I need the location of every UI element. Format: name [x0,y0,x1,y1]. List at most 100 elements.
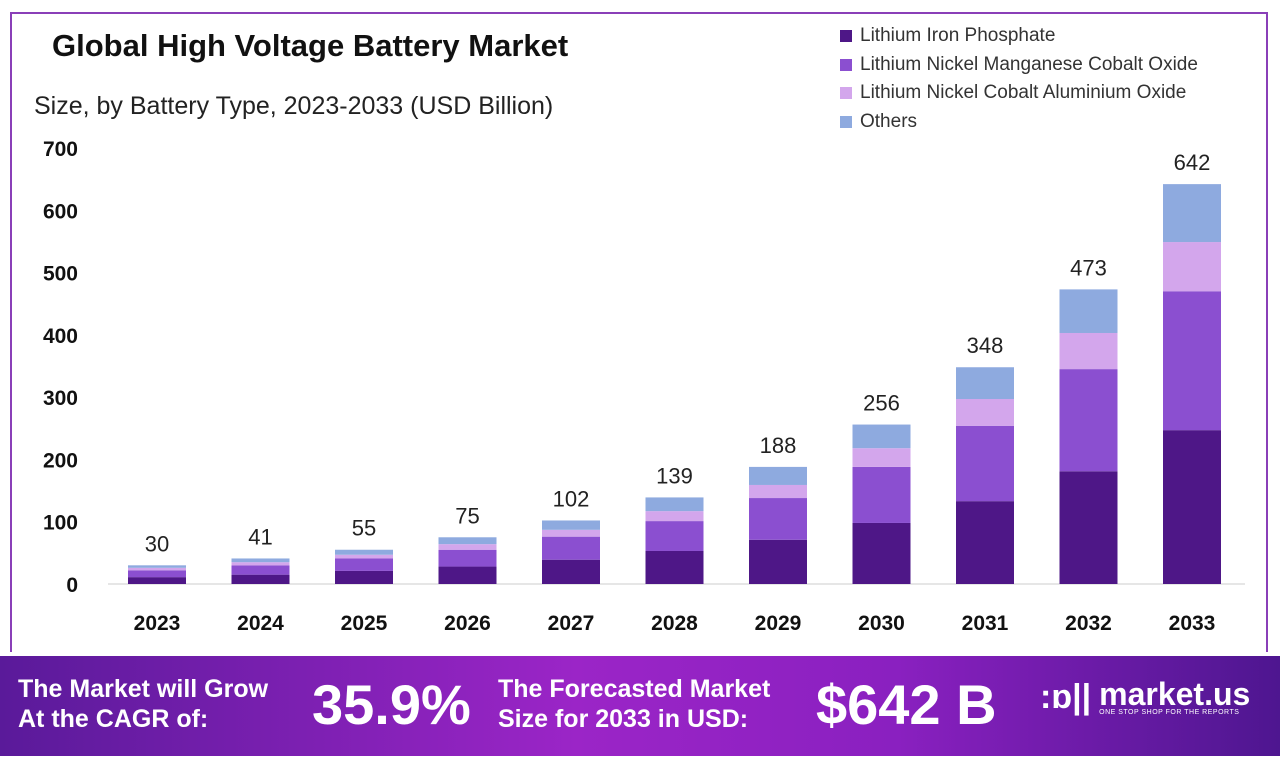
forecast-value: $642 B [816,673,997,736]
bar-segment-lithium-nickel-cobalt-aluminium-oxide [542,529,600,537]
bar-segment-lithium-nickel-cobalt-aluminium-oxide [956,399,1014,426]
chart-frame [10,12,1268,652]
bar-segment-lithium-iron-phosphate [542,559,600,584]
legend-label: Lithium Iron Phosphate [860,25,1056,47]
bar-total-label: 75 [455,503,479,528]
y-tick-label: 600 [43,200,78,223]
brand-tagline: ONE STOP SHOP FOR THE REPORTS [1099,709,1240,716]
bar-segment-lithium-nickel-manganese-cobalt-oxide [128,570,186,578]
x-tick-label: 2023 [134,612,181,635]
bar-segment-lithium-nickel-manganese-cobalt-oxide [1163,291,1221,431]
bar-segment-lithium-iron-phosphate [231,574,290,584]
bar-segment-others [231,558,290,563]
bar-segment-lithium-iron-phosphate [956,501,1014,584]
market-us-logo-icon: :ɒ|| [1040,678,1092,716]
y-tick-label: 0 [66,574,78,597]
x-tick-label: 2031 [962,612,1009,635]
legend: Lithium Iron Phosphate Lithium Nickel Man… [840,22,1198,136]
bar-segment-lithium-nickel-cobalt-aluminium-oxide [1163,242,1221,292]
summary-banner: The Market will Grow At the CAGR of: 35.… [0,656,1280,756]
bar-segment-lithium-iron-phosphate [1059,471,1118,584]
bar-segment-lithium-nickel-manganese-cobalt-oxide [231,565,290,575]
bar-segment-lithium-iron-phosphate [128,577,186,584]
y-tick-label: 400 [43,325,78,348]
bar-total-label: 30 [145,531,169,556]
bar-total-label: 41 [248,524,272,549]
bar-segment-lithium-nickel-manganese-cobalt-oxide [852,466,911,523]
bar-segment-others [128,565,186,568]
legend-item: Lithium Iron Phosphate [840,22,1198,51]
bar-total-label: 642 [1174,150,1211,175]
bar-segment-lithium-nickel-manganese-cobalt-oxide [749,498,807,540]
cagr-label-line2: At the CAGR of: [18,705,209,733]
legend-item: Others [840,108,1198,137]
cagr-label-line1: The Market will Grow [18,675,269,703]
bar-total-label: 139 [656,463,693,488]
forecast-label-line2: Size for 2033 in USD: [498,705,749,733]
bar-segment-others [1163,184,1221,243]
x-tick-label: 2032 [1065,612,1112,635]
bar-segment-others [335,549,393,555]
brand-name: market.us [1099,676,1251,712]
bar-segment-lithium-nickel-cobalt-aluminium-oxide [852,448,911,467]
legend-swatch [840,30,852,43]
stacked-bar-chart: 0 100 200 300 400 500 600 700 30 2023 41 2024 55 2025… [43,138,1245,635]
cagr-label: The Market will Grow At the CAGR of: [18,674,268,734]
bar-segment-lithium-nickel-manganese-cobalt-oxide [542,536,600,560]
legend-item: Lithium Nickel Cobalt Aluminium Oxide [840,79,1198,108]
legend-label: Others [860,110,918,132]
bar-segment-lithium-nickel-manganese-cobalt-oxide [645,521,704,551]
x-tick-label: 2027 [548,612,595,635]
bar-total-label: 55 [352,516,376,541]
bar-total-label: 188 [760,433,797,458]
bar-segment-others [956,367,1014,400]
cagr-value: 35.9% [312,673,471,736]
bar-total-label: 348 [967,333,1004,358]
bar-segment-lithium-nickel-cobalt-aluminium-oxide [438,544,497,550]
y-tick-label: 500 [43,263,78,286]
bar-segment-lithium-iron-phosphate [852,522,911,584]
y-tick-label: 300 [43,387,78,410]
bar-segment-others [438,537,497,545]
bar-segment-lithium-nickel-cobalt-aluminium-oxide [231,562,290,566]
y-tick-label: 200 [43,449,78,472]
bar-segment-lithium-nickel-cobalt-aluminium-oxide [128,567,186,571]
legend-swatch [840,58,852,71]
bar-segment-others [542,520,600,530]
bar-segment-lithium-nickel-cobalt-aluminium-oxide [645,511,704,522]
bar-segment-others [645,497,704,512]
legend-swatch [840,87,852,100]
bar-total-label: 473 [1070,255,1107,280]
bar-segment-lithium-nickel-manganese-cobalt-oxide [1059,369,1118,472]
bar-total-label: 102 [553,486,590,511]
legend-label: Lithium Nickel Cobalt Aluminium Oxide [860,82,1187,104]
x-tick-label: 2026 [444,612,491,635]
forecast-label-line1: The Forecasted Market [498,675,771,703]
x-tick-label: 2030 [858,612,905,635]
bar-segment-others [1059,289,1118,333]
bar-segment-lithium-nickel-cobalt-aluminium-oxide [1059,332,1118,370]
bar-segment-lithium-nickel-cobalt-aluminium-oxide [749,484,807,499]
y-tick-label: 700 [43,138,78,161]
bar-segment-lithium-nickel-manganese-cobalt-oxide [438,549,497,567]
x-tick-label: 2029 [755,612,802,635]
y-tick-label: 100 [43,512,78,535]
legend-item: Lithium Nickel Manganese Cobalt Oxide [840,51,1198,80]
bar-segment-lithium-iron-phosphate [645,550,704,584]
x-tick-label: 2024 [237,612,284,635]
bar-segment-lithium-nickel-manganese-cobalt-oxide [335,558,393,571]
x-tick-label: 2028 [651,612,698,635]
bar-total-label: 256 [863,391,900,416]
bar-segment-lithium-iron-phosphate [749,539,807,584]
bar-segment-lithium-iron-phosphate [335,570,393,584]
x-tick-label: 2033 [1169,612,1216,635]
bar-segment-others [749,466,807,485]
x-tick-label: 2025 [341,612,388,635]
legend-swatch [840,115,852,128]
bar-segment-lithium-nickel-cobalt-aluminium-oxide [335,554,393,559]
forecast-label: The Forecasted Market Size for 2033 in U… [498,674,770,734]
brand-logo: :ɒ|| market.us ONE STOP SHOP FOR THE REP… [1040,678,1250,717]
bar-segment-lithium-iron-phosphate [438,566,497,584]
chart-subtitle: Size, by Battery Type, 2023-2033 (USD Bi… [34,92,554,120]
bar-segment-lithium-iron-phosphate [1163,430,1221,584]
